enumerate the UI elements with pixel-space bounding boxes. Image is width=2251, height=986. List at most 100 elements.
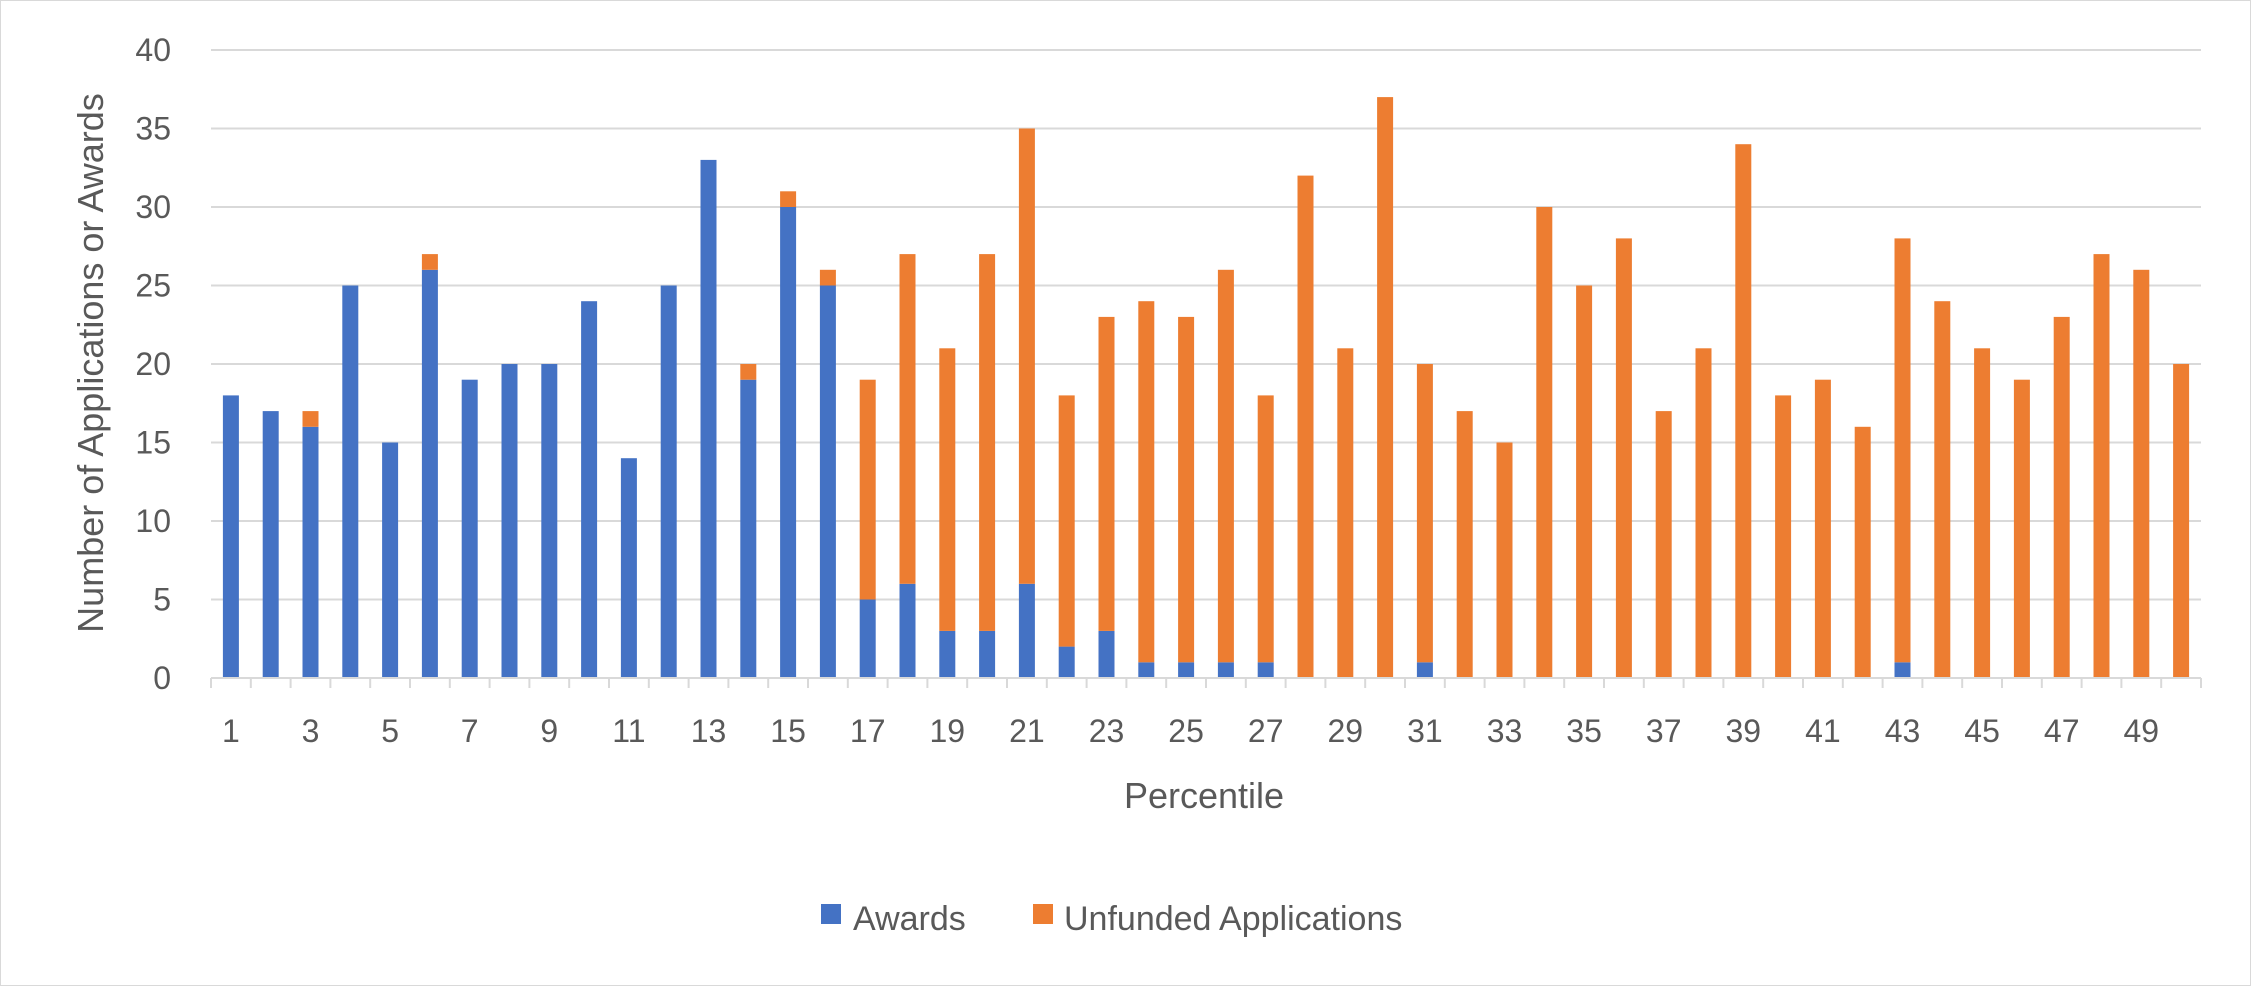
bar-awards (302, 426, 319, 678)
bar-unfunded-applications (819, 269, 836, 286)
bar-unfunded-applications (1098, 316, 1115, 631)
bar-unfunded-applications (1377, 97, 1394, 679)
bar-awards (262, 411, 279, 678)
y-tick-label: 10 (135, 503, 171, 539)
bar-unfunded-applications (780, 191, 797, 207)
bar-awards (1138, 662, 1155, 678)
x-axis-title: Percentile (1124, 775, 1284, 816)
y-tick-label: 30 (135, 189, 171, 225)
bar-unfunded-applications (421, 254, 438, 270)
bar-unfunded-applications (1178, 316, 1195, 663)
y-tick-label: 15 (135, 425, 171, 461)
legend-label-awards: Awards (853, 900, 966, 938)
bar-unfunded-applications (979, 254, 996, 631)
bar-awards (899, 583, 916, 678)
bar-unfunded-applications (2173, 364, 2190, 678)
bar-awards (541, 364, 558, 678)
bar-unfunded-applications (1217, 269, 1234, 663)
bar-unfunded-applications (1974, 348, 1991, 678)
bar-unfunded-applications (2133, 269, 2150, 678)
x-tick-label: 19 (930, 713, 966, 749)
x-tick-label: 17 (850, 713, 886, 749)
x-tick-label: 7 (461, 713, 479, 749)
bar-unfunded-applications (302, 411, 319, 427)
x-tick-label: 1 (222, 713, 240, 749)
legend-swatch-unfunded-applications (1033, 904, 1053, 924)
x-tick-label: 43 (1885, 713, 1921, 749)
x-tick-label: 37 (1646, 713, 1682, 749)
bar-awards (700, 159, 717, 678)
bar-awards (1894, 662, 1911, 678)
bar-awards (342, 285, 359, 678)
legend-label-unfunded-applications: Unfunded Applications (1064, 900, 1402, 938)
bar-awards (939, 630, 956, 678)
bar-awards (780, 207, 797, 678)
x-tick-label: 29 (1328, 713, 1364, 749)
x-tick-label: 39 (1726, 713, 1762, 749)
y-tick-label: 35 (135, 111, 171, 147)
bar-awards (979, 630, 996, 678)
bar-awards (581, 301, 598, 678)
x-tick-label: 21 (1009, 713, 1045, 749)
y-tick-label: 5 (153, 582, 171, 618)
bar-unfunded-applications (1735, 144, 1752, 678)
bar-unfunded-applications (1814, 379, 1831, 678)
x-tick-label: 47 (2044, 713, 2080, 749)
x-tick-label: 11 (612, 713, 645, 749)
y-tick-label: 25 (135, 268, 171, 304)
x-tick-label: 5 (381, 713, 399, 749)
bar-unfunded-applications (1655, 411, 1672, 678)
bar-unfunded-applications (1257, 395, 1274, 663)
x-tick-label: 41 (1805, 713, 1841, 749)
bar-awards (859, 599, 876, 678)
x-tick-label: 49 (2124, 713, 2160, 749)
bar-awards (1018, 583, 1035, 678)
bar-unfunded-applications (1058, 395, 1075, 647)
bar-unfunded-applications (1615, 238, 1632, 678)
bar-awards (660, 285, 677, 678)
legend-swatch-awards (821, 904, 841, 924)
bar-unfunded-applications (1018, 128, 1035, 584)
legend: Awards Unfunded Applications (821, 900, 1402, 938)
bar-awards (1178, 662, 1195, 678)
bar-awards (1416, 662, 1433, 678)
x-tick-label: 35 (1566, 713, 1602, 749)
bar-awards (1257, 662, 1274, 678)
bar-awards (1058, 646, 1075, 678)
bar-awards (1217, 662, 1234, 678)
bar-unfunded-applications (2053, 316, 2070, 678)
bar-awards (501, 364, 518, 678)
x-tick-label: 25 (1168, 713, 1204, 749)
bar-awards (620, 458, 637, 678)
bar-unfunded-applications (1934, 301, 1951, 678)
bar-awards (382, 442, 399, 678)
bar-unfunded-applications (2093, 254, 2110, 678)
bar-unfunded-applications (1456, 411, 1473, 678)
bar-unfunded-applications (1416, 364, 1433, 663)
bar-awards (740, 379, 757, 678)
y-axis-title: Number of Applications or Awards (70, 93, 111, 633)
bar-unfunded-applications (740, 364, 757, 380)
x-tick-label: 23 (1089, 713, 1125, 749)
x-tick-label: 15 (770, 713, 806, 749)
y-tick-label: 20 (135, 346, 171, 382)
bar-awards (461, 379, 478, 678)
bars (222, 97, 2190, 679)
y-tick-label: 40 (135, 32, 171, 68)
bar-unfunded-applications (1138, 301, 1155, 663)
bar-unfunded-applications (1337, 348, 1354, 678)
bar-unfunded-applications (1894, 238, 1911, 663)
x-tick-label: 31 (1407, 713, 1443, 749)
x-tick-label: 13 (691, 713, 727, 749)
x-tick-label: 9 (540, 713, 558, 749)
bar-unfunded-applications (1297, 175, 1314, 678)
x-tick-label: 33 (1487, 713, 1523, 749)
x-tick-label: 27 (1248, 713, 1284, 749)
y-tick-label: 0 (153, 660, 171, 696)
bar-unfunded-applications (1854, 426, 1871, 678)
x-tick-label: 3 (302, 713, 320, 749)
bar-unfunded-applications (859, 379, 876, 600)
